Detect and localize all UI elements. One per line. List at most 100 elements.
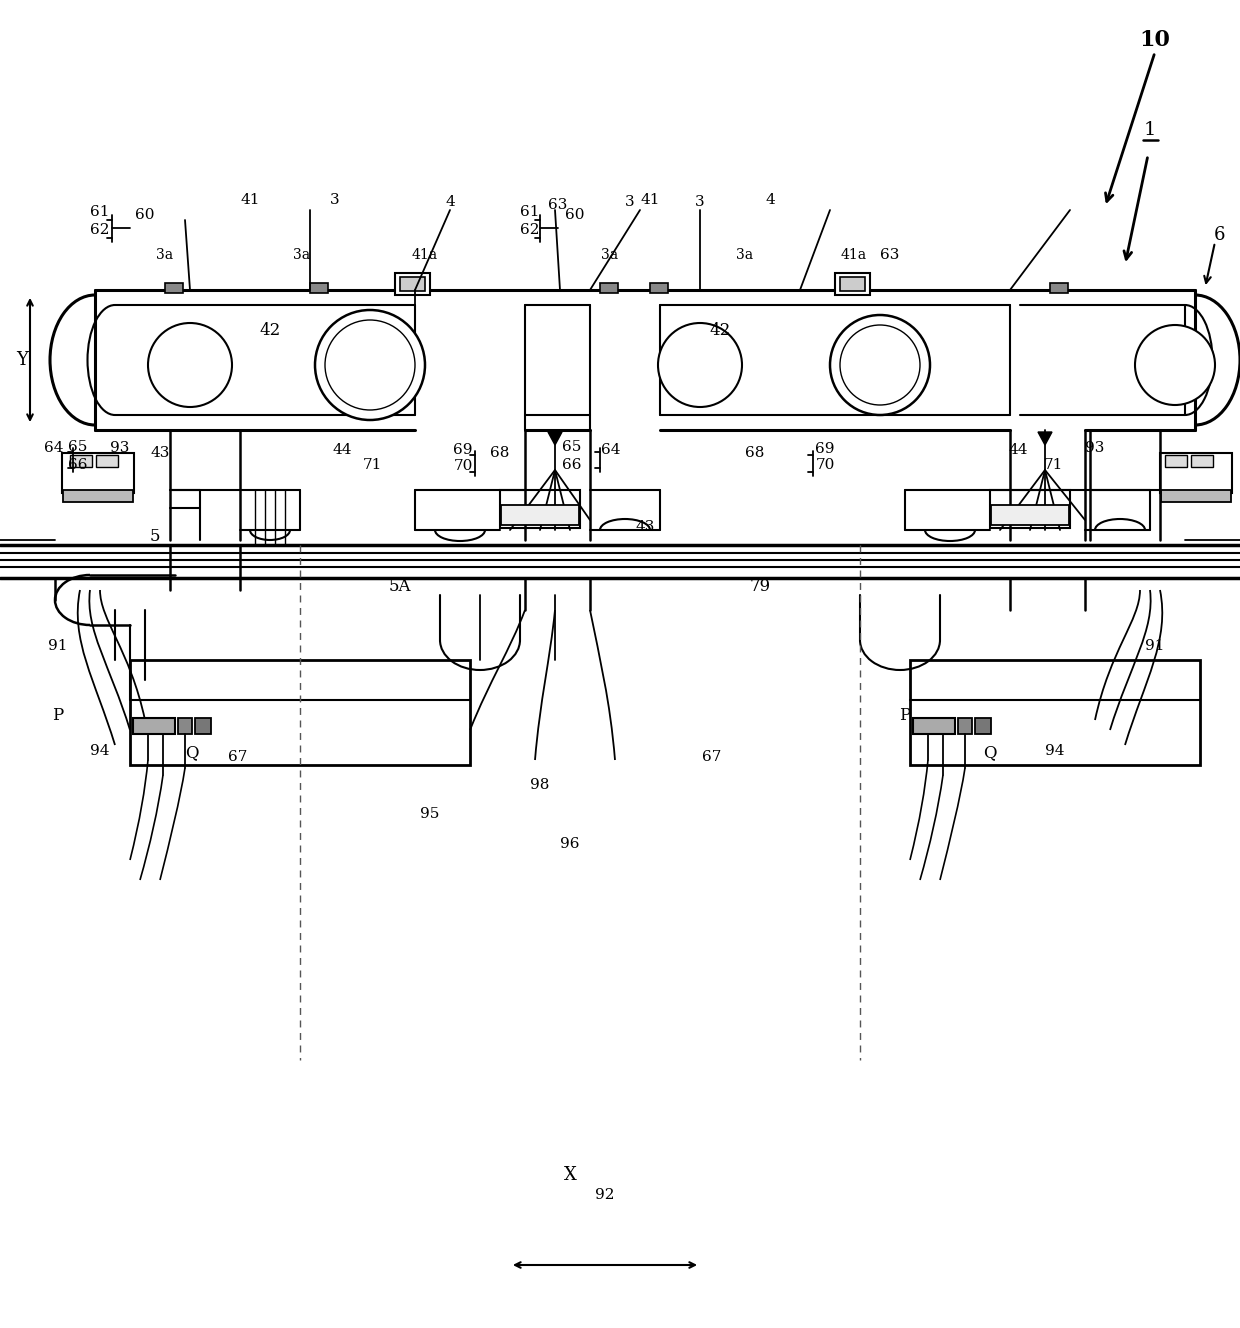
Text: 3a: 3a xyxy=(737,248,754,262)
Circle shape xyxy=(830,315,930,414)
Bar xyxy=(990,490,1070,529)
Bar xyxy=(839,283,858,293)
Text: 41: 41 xyxy=(640,193,660,207)
Text: 6: 6 xyxy=(1214,226,1226,244)
Bar xyxy=(401,278,425,291)
Text: 64: 64 xyxy=(45,441,63,456)
Text: 65: 65 xyxy=(68,440,88,454)
Text: 91: 91 xyxy=(1146,639,1164,653)
Text: 43: 43 xyxy=(635,521,655,534)
Text: 3: 3 xyxy=(625,195,635,208)
Bar xyxy=(130,660,470,765)
Text: 3: 3 xyxy=(696,195,704,208)
Text: 71: 71 xyxy=(362,458,382,471)
Bar xyxy=(975,718,991,734)
Text: 64: 64 xyxy=(601,444,621,457)
Circle shape xyxy=(148,323,232,406)
Text: 98: 98 xyxy=(531,778,549,791)
Text: 63: 63 xyxy=(548,198,568,212)
Text: 68: 68 xyxy=(490,446,510,459)
Bar xyxy=(839,278,866,291)
Bar xyxy=(1166,456,1187,467)
Text: P: P xyxy=(899,706,910,724)
Text: 93: 93 xyxy=(1085,441,1105,456)
Text: 61: 61 xyxy=(521,205,539,219)
Text: 42: 42 xyxy=(259,321,280,339)
Text: 65: 65 xyxy=(562,440,582,454)
Polygon shape xyxy=(548,432,562,445)
Text: 68: 68 xyxy=(745,446,765,459)
Bar xyxy=(195,718,211,734)
Circle shape xyxy=(658,323,742,406)
Text: 3a: 3a xyxy=(294,248,310,262)
Text: 69: 69 xyxy=(454,444,472,457)
Text: 61: 61 xyxy=(91,205,110,219)
Text: 96: 96 xyxy=(560,837,580,851)
Text: 44: 44 xyxy=(1008,444,1028,457)
Text: 66: 66 xyxy=(68,458,88,471)
Text: 79: 79 xyxy=(749,578,770,595)
Text: 5: 5 xyxy=(150,527,160,544)
Polygon shape xyxy=(1038,432,1052,445)
Bar xyxy=(959,718,972,734)
Bar xyxy=(165,283,184,293)
Text: 41a: 41a xyxy=(412,248,438,262)
Text: 67: 67 xyxy=(228,750,248,764)
Text: Q: Q xyxy=(983,745,997,761)
Text: 63: 63 xyxy=(880,248,900,262)
Text: 93: 93 xyxy=(110,441,130,456)
Circle shape xyxy=(1135,325,1215,405)
Bar xyxy=(991,505,1069,525)
Circle shape xyxy=(325,320,415,410)
Bar xyxy=(1050,283,1068,293)
Text: 4: 4 xyxy=(445,195,455,208)
Bar xyxy=(396,274,430,295)
Text: 41a: 41a xyxy=(841,248,867,262)
Text: 66: 66 xyxy=(562,458,582,471)
Text: 62: 62 xyxy=(91,223,110,236)
Text: 94: 94 xyxy=(1045,744,1065,758)
Bar xyxy=(69,456,92,467)
Text: 44: 44 xyxy=(332,444,352,457)
Bar xyxy=(310,283,329,293)
Text: 70: 70 xyxy=(816,458,835,471)
Bar xyxy=(63,490,133,502)
Bar xyxy=(1161,490,1231,502)
Text: 3a: 3a xyxy=(156,248,174,262)
Text: 70: 70 xyxy=(454,459,472,473)
Text: 1: 1 xyxy=(1143,121,1156,139)
Text: 42: 42 xyxy=(709,321,730,339)
Text: 71: 71 xyxy=(1043,458,1063,471)
Text: 62: 62 xyxy=(521,223,539,236)
Text: 41: 41 xyxy=(241,193,259,207)
Text: 60: 60 xyxy=(135,208,155,222)
Text: 43: 43 xyxy=(150,446,170,459)
Text: 60: 60 xyxy=(565,208,585,222)
Bar xyxy=(1159,453,1233,493)
Text: 4: 4 xyxy=(765,193,775,207)
Text: Q: Q xyxy=(185,745,198,761)
Text: 67: 67 xyxy=(702,750,722,764)
Text: 3a: 3a xyxy=(601,248,619,262)
Text: 5A: 5A xyxy=(389,578,412,595)
Text: 95: 95 xyxy=(420,807,440,821)
Circle shape xyxy=(839,325,920,405)
Bar xyxy=(179,718,192,734)
Bar xyxy=(1190,456,1213,467)
Text: 91: 91 xyxy=(48,639,68,653)
Text: Y: Y xyxy=(16,351,29,369)
Bar xyxy=(600,283,618,293)
Bar xyxy=(501,505,579,525)
Bar xyxy=(95,456,118,467)
Circle shape xyxy=(315,309,425,420)
Text: 92: 92 xyxy=(595,1189,615,1202)
Bar xyxy=(62,453,134,493)
Text: 69: 69 xyxy=(815,442,835,456)
Text: 94: 94 xyxy=(91,744,110,758)
Text: X: X xyxy=(563,1166,577,1185)
Text: 3: 3 xyxy=(330,193,340,207)
Bar xyxy=(650,283,668,293)
Text: 10: 10 xyxy=(1140,29,1171,50)
Text: P: P xyxy=(52,706,63,724)
Bar xyxy=(835,274,870,295)
